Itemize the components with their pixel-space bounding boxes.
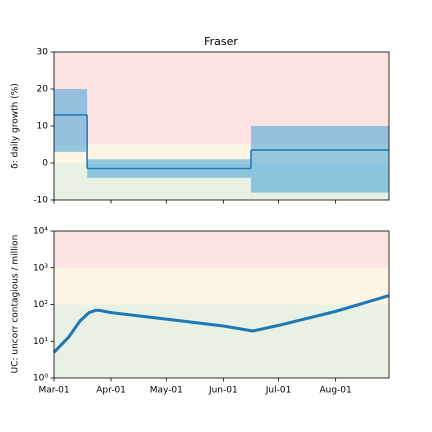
y-axis-label: δ: daily growth (%) xyxy=(11,83,21,169)
y-tick-label: 20 xyxy=(37,85,49,95)
y-tick-label: 10¹ xyxy=(33,337,48,347)
y-tick-label: 10⁰ xyxy=(33,374,48,384)
x-tick-label: Mar-01 xyxy=(38,386,69,396)
chart-title: Fraser xyxy=(204,35,238,48)
y-tick-label: 10³ xyxy=(33,263,48,273)
y-tick-label: 10² xyxy=(33,300,48,310)
confidence-band xyxy=(54,89,88,152)
y-tick-label: 10 xyxy=(37,122,49,132)
y-tick-label: 0 xyxy=(42,159,48,169)
y-tick-label: 30 xyxy=(37,48,49,58)
y-tick-label: 10⁴ xyxy=(33,227,48,237)
x-tick-label: Apr-01 xyxy=(96,386,126,396)
region xyxy=(54,267,389,305)
x-tick-label: May-01 xyxy=(150,386,183,396)
x-tick-label: Jul-01 xyxy=(265,386,292,396)
confidence-band xyxy=(250,126,389,193)
x-tick-label: Jun-01 xyxy=(208,386,238,396)
region xyxy=(54,231,389,268)
region xyxy=(54,304,389,378)
y-tick-label: -10 xyxy=(33,196,48,206)
y-axis-label: UC: uncorr contagious / million xyxy=(11,235,21,374)
x-tick-label: Aug-01 xyxy=(319,386,351,396)
line xyxy=(52,294,390,354)
